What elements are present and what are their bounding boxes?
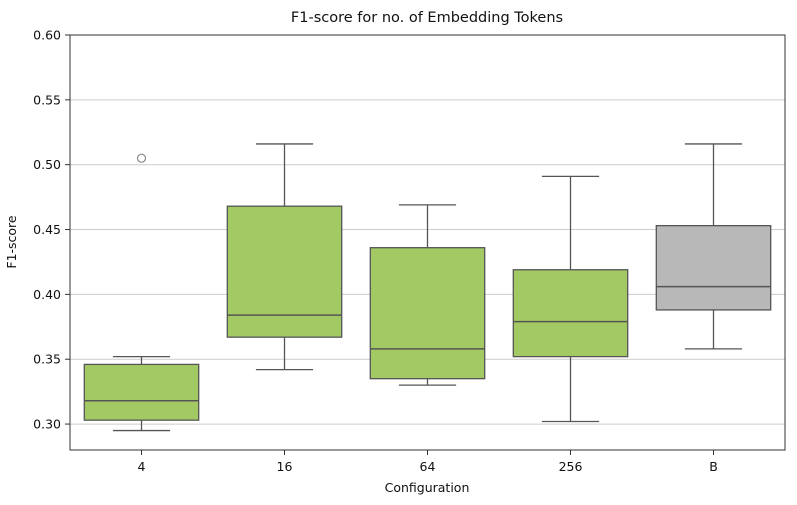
x-tick-label: 4 xyxy=(138,459,146,474)
x-tick-label: 64 xyxy=(420,459,436,474)
y-tick-label: 0.35 xyxy=(33,352,61,367)
outlier-point xyxy=(136,153,147,163)
y-axis-label: F1-score xyxy=(4,215,19,269)
chart-title: F1-score for no. of Embedding Tokens xyxy=(291,10,563,26)
box xyxy=(83,363,200,421)
y-tick-label: 0.50 xyxy=(33,157,61,172)
box xyxy=(369,247,486,380)
box xyxy=(655,224,772,311)
y-tick-label: 0.40 xyxy=(33,287,61,302)
plot-area: 0.30 0.35 0.40 0.45 0.50 0.55 0.60 4 16 64 256 B xyxy=(33,28,786,474)
box xyxy=(512,269,629,358)
box xyxy=(226,205,343,338)
y-tick-label: 0.55 xyxy=(33,92,61,107)
y-tick-label: 0.45 xyxy=(33,222,61,237)
x-tick-label: 256 xyxy=(559,459,583,474)
y-tick-label: 0.30 xyxy=(33,417,61,432)
y-tick-label: 0.60 xyxy=(33,28,61,43)
x-axis-label: Configuration xyxy=(385,480,470,495)
x-tick-label: 16 xyxy=(277,459,293,474)
x-tick-label: B xyxy=(709,459,718,474)
